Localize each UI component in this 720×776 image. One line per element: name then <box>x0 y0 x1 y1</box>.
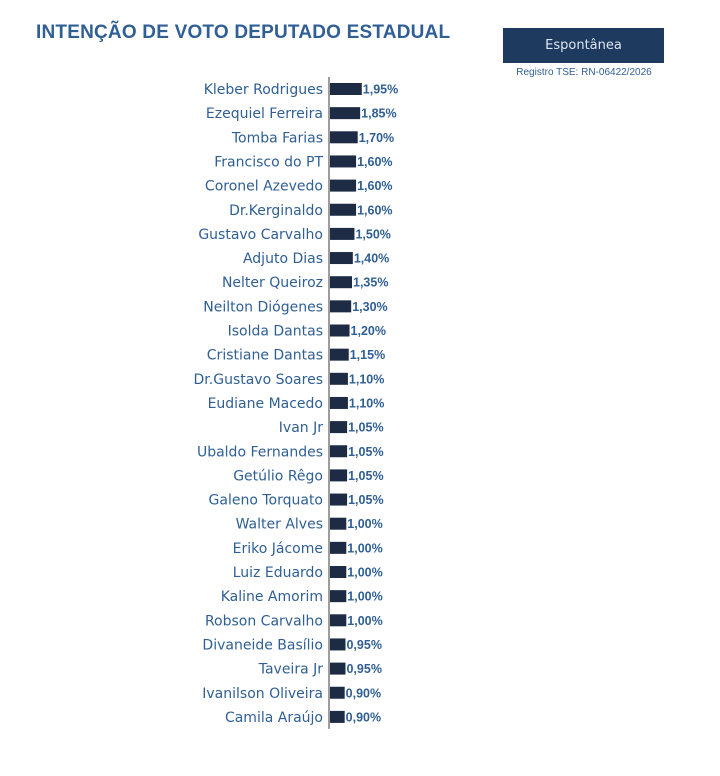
category-label: Coronel Azevedo <box>205 179 323 195</box>
bar <box>330 131 358 144</box>
category-label: Neilton Diógenes <box>203 299 323 315</box>
bar <box>330 276 353 289</box>
bar <box>330 396 348 409</box>
category-label: Gustavo Carvalho <box>198 227 323 243</box>
category-label: Ubaldo Fernandes <box>197 444 323 460</box>
spontaneous-badge: Espontânea <box>503 28 664 63</box>
value-label: 1,05% <box>348 445 383 459</box>
bar <box>330 203 357 216</box>
value-label: 1,15% <box>350 348 385 362</box>
value-label: 1,95% <box>363 83 398 97</box>
value-label: 1,60% <box>357 179 392 193</box>
value-label: 1,00% <box>347 614 382 628</box>
value-label: 1,30% <box>352 300 387 314</box>
bar <box>330 372 348 385</box>
bar <box>330 541 347 554</box>
value-label: 0,90% <box>346 686 381 700</box>
category-label: Eriko Jácome <box>233 541 323 557</box>
bar <box>330 445 348 458</box>
bar <box>330 348 349 361</box>
bar <box>330 614 347 627</box>
value-label: 1,05% <box>348 421 383 435</box>
category-label: Ivan Jr <box>279 420 323 436</box>
bar <box>330 590 347 603</box>
category-label: Adjuto Dias <box>243 251 323 267</box>
bar <box>330 300 352 313</box>
category-label: Cristiane Dantas <box>207 348 323 364</box>
bar <box>330 686 345 699</box>
bar <box>330 710 345 723</box>
value-label: 1,10% <box>349 396 384 410</box>
value-label: 0,95% <box>346 638 381 652</box>
value-label: 1,50% <box>355 227 390 241</box>
bar <box>330 179 357 192</box>
category-label: Camila Araújo <box>225 710 323 726</box>
value-label: 1,60% <box>357 155 392 169</box>
category-label: Luiz Eduardo <box>233 565 323 581</box>
category-label: Robson Carvalho <box>205 613 323 629</box>
category-label: Isolda Dantas <box>228 324 323 340</box>
value-label: 0,90% <box>346 710 381 724</box>
category-label: Ezequiel Ferreira <box>206 106 323 122</box>
value-label: 1,00% <box>347 566 382 580</box>
bar <box>330 83 362 95</box>
bar <box>330 324 350 337</box>
category-label: Tomba Farias <box>231 130 323 146</box>
value-label: 1,05% <box>348 469 383 483</box>
bar <box>330 421 348 434</box>
category-label: Divaneide Basílio <box>202 637 323 653</box>
bar <box>330 493 348 506</box>
value-label: 1,35% <box>353 276 388 290</box>
category-label: Taveira Jr <box>258 662 324 678</box>
value-label: 1,85% <box>361 107 396 121</box>
category-label: Walter Alves <box>236 517 323 533</box>
category-label: Kleber Rodrigues <box>204 82 323 98</box>
bar <box>330 469 348 482</box>
value-label: 1,00% <box>347 590 382 604</box>
value-label: 1,70% <box>359 131 394 145</box>
category-label: Nelter Queiroz <box>222 275 323 291</box>
bar <box>330 638 346 651</box>
bar <box>330 107 361 120</box>
value-label: 1,00% <box>347 541 382 555</box>
category-label: Francisco do PT <box>214 154 323 170</box>
value-label: 1,05% <box>348 493 383 507</box>
value-label: 0,95% <box>346 662 381 676</box>
category-label: Ivanilson Oliveira <box>202 686 323 702</box>
bar <box>330 566 347 578</box>
value-label: 1,10% <box>349 372 384 386</box>
category-label: Getúlio Rêgo <box>233 468 323 484</box>
bar <box>330 517 347 530</box>
category-label: Galeno Torquato <box>209 493 323 509</box>
chart-title: INTENÇÃO DE VOTO DEPUTADO ESTADUAL <box>36 22 451 43</box>
value-label: 1,20% <box>351 324 386 338</box>
category-label: Dr.Gustavo Soares <box>194 372 323 388</box>
bar <box>330 227 355 240</box>
category-label: Dr.Kerginaldo <box>229 203 323 219</box>
bar <box>330 662 346 675</box>
registro-tse: Registro TSE: RN-06422/2026 <box>516 67 652 78</box>
category-label: Kaline Amorim <box>221 589 323 605</box>
value-label: 1,60% <box>357 203 392 217</box>
bar <box>330 252 353 265</box>
bar <box>330 155 357 168</box>
category-label: Eudiane Macedo <box>208 396 323 412</box>
value-label: 1,00% <box>347 517 382 531</box>
value-label: 1,40% <box>354 252 389 266</box>
